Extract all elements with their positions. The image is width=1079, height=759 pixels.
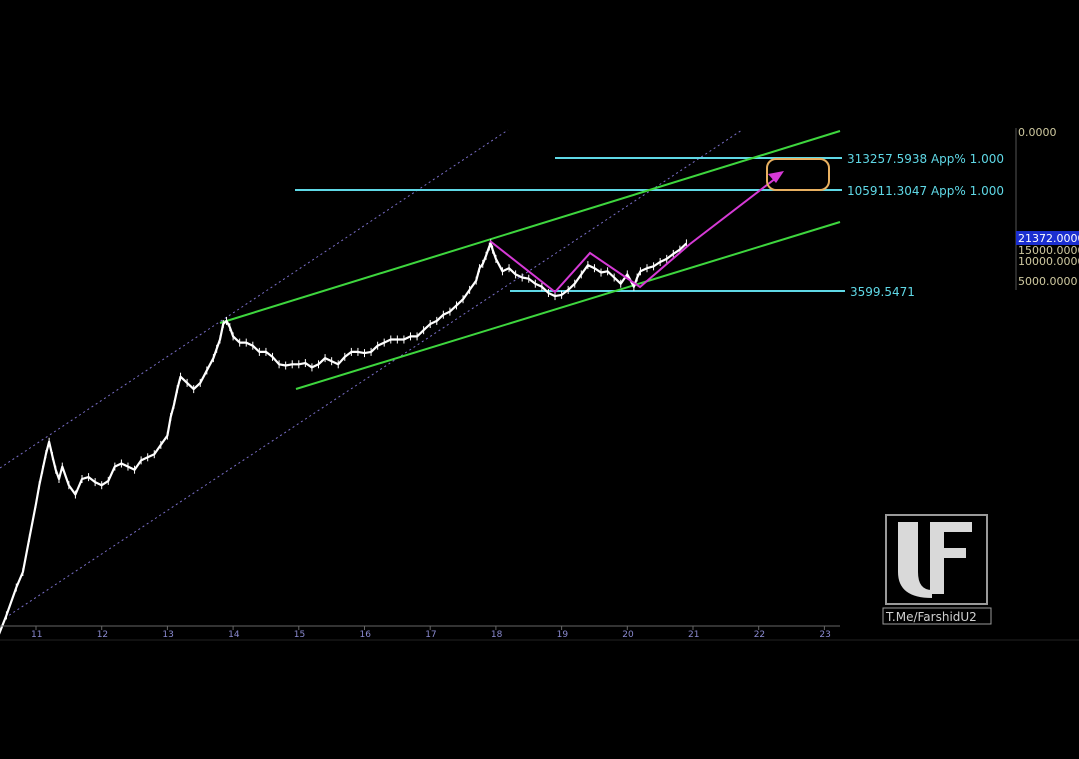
price-axis-label-5000: 5000.0000 [1018, 275, 1078, 288]
level-label-313257: 313257.5938 App% 1.000 [847, 152, 1004, 166]
x-tick-label: 19 [557, 630, 569, 640]
x-axis-ticks: 11 12 13 14 15 16 17 18 19 20 21 22 23 [31, 626, 831, 640]
x-tick-label: 16 [360, 630, 372, 640]
watermark-logo-frame [885, 514, 988, 605]
price-line [0, 242, 688, 635]
x-tick-label: 22 [754, 630, 765, 640]
x-tick-label: 13 [162, 630, 173, 640]
x-tick-label: 11 [31, 630, 42, 640]
current-price-label: 21372.0000 [1018, 232, 1079, 245]
watermark-u-icon [898, 522, 932, 598]
x-tick-label: 12 [97, 630, 108, 640]
channel-upper-line [219, 130, 841, 324]
x-tick-label: 15 [294, 630, 305, 640]
x-tick-label: 20 [622, 630, 634, 640]
price-axis-label-10000: 10000.0000 [1018, 255, 1079, 268]
watermark-handle: T.Me/FarshidU2 [885, 610, 977, 624]
projection-arrow-line [689, 174, 781, 245]
current-price-badge [1016, 231, 1079, 245]
dotted-channel-lower [4, 129, 743, 619]
target-box [766, 158, 830, 191]
level-label-3599: 3599.5471 [850, 285, 915, 299]
price-series [0, 239, 688, 635]
watermark-f-icon [930, 522, 972, 594]
dotted-channel-upper [0, 129, 509, 469]
x-tick-label: 18 [491, 630, 503, 640]
projection-arrowhead [768, 171, 784, 183]
watermark: T.Me/FarshidU2 [882, 514, 992, 625]
x-tick-label: 21 [688, 630, 699, 640]
level-label-105911: 105911.3047 App% 1.000 [847, 184, 1004, 198]
projection-path [489, 240, 691, 294]
watermark-handle-frame [882, 607, 992, 625]
x-tick-label: 14 [228, 630, 240, 640]
price-axis-label-15000: 15000.0000 [1018, 244, 1079, 257]
x-tick-label: 17 [425, 630, 436, 640]
price-axis-label-0: 0.0000 [1018, 126, 1057, 139]
x-tick-label: 23 [819, 630, 830, 640]
channel-lower-line [295, 221, 841, 390]
